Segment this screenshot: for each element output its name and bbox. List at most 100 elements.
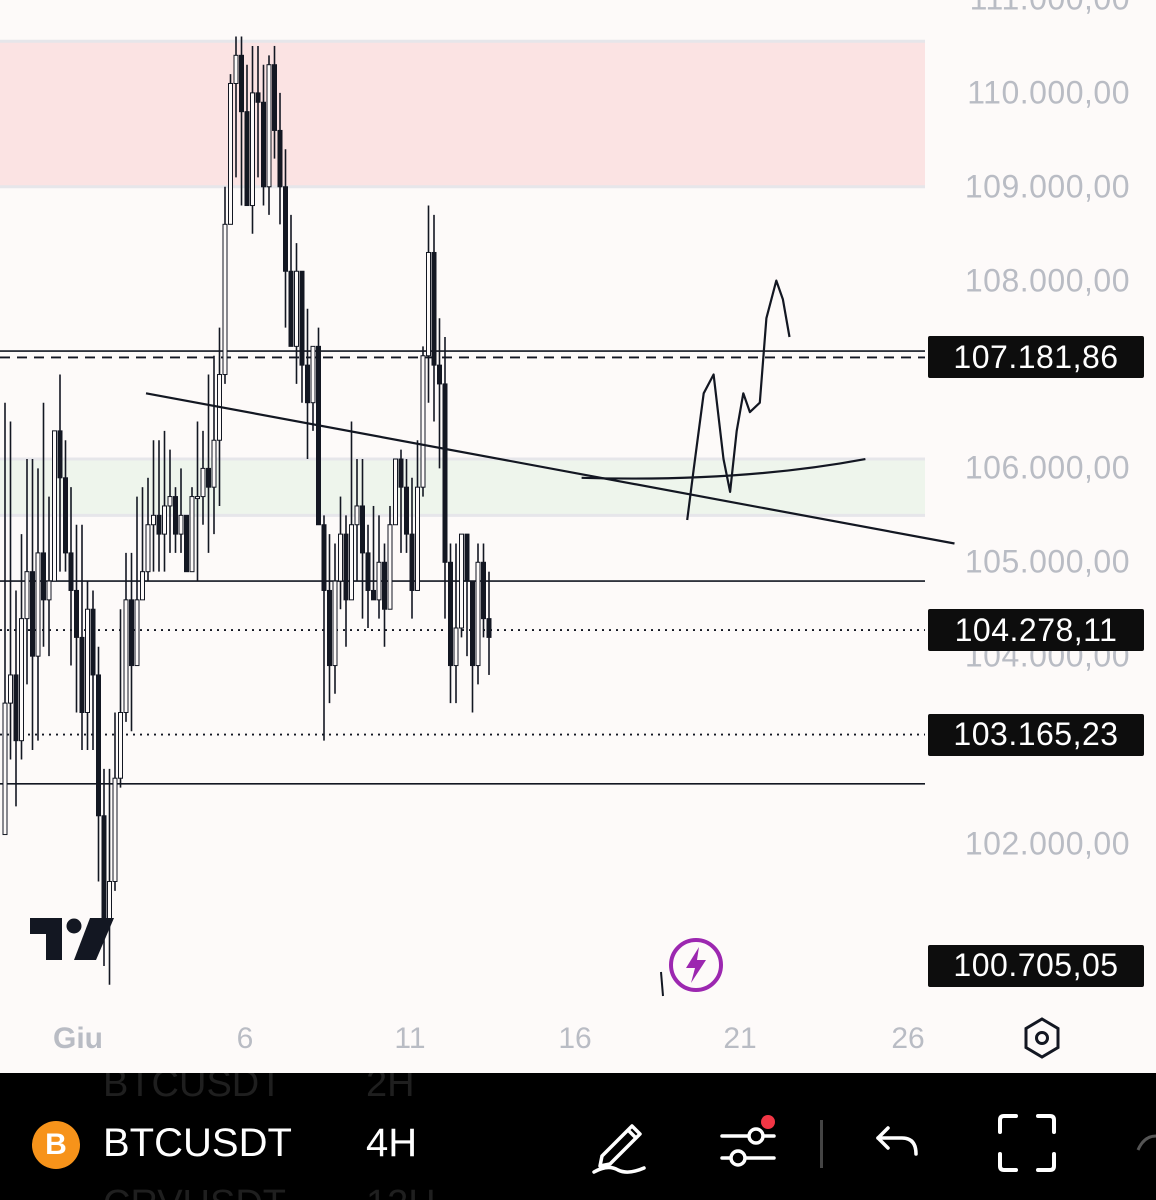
candle <box>118 609 123 788</box>
candle <box>8 421 13 760</box>
candle <box>332 543 338 694</box>
chart-settings-icon[interactable] <box>1020 1016 1064 1060</box>
lightning-bolt-icon[interactable] <box>666 935 726 995</box>
candle-body <box>123 599 129 714</box>
price-tag: 103.165,23 <box>928 713 1144 756</box>
candle-body <box>167 496 173 507</box>
candle <box>459 533 464 638</box>
candle <box>145 477 151 582</box>
candle <box>475 543 481 685</box>
candle-body <box>200 467 206 498</box>
time-axis-label: 21 <box>723 1022 757 1055</box>
candle <box>376 515 382 619</box>
candle-body <box>206 467 211 488</box>
candle-body <box>288 270 294 347</box>
chart-area[interactable]: 111.000,00 110.000,00 109.000,00 108.000,00… <box>0 0 1156 1073</box>
candle-body <box>228 82 233 225</box>
candle <box>431 214 437 422</box>
trendline <box>145 392 955 545</box>
candle <box>360 459 365 619</box>
candle-body <box>162 505 167 535</box>
candle <box>167 449 173 553</box>
price-axis-label: 102.000,00 <box>964 825 1130 862</box>
candle-body <box>239 54 244 113</box>
price-tag: 107.181,86 <box>928 336 1144 379</box>
candle-body <box>19 618 24 742</box>
candle-body <box>382 561 387 610</box>
candle <box>222 186 228 384</box>
symbol-selector[interactable]: BTCUSDT <box>103 1121 292 1165</box>
candle-body <box>371 589 376 601</box>
candle <box>19 534 24 760</box>
ghost-interval-top: 2H <box>366 1073 415 1105</box>
candle <box>398 449 404 553</box>
candle-body <box>349 524 354 601</box>
candle <box>63 440 68 572</box>
candle <box>415 440 420 591</box>
candle-body <box>470 580 475 667</box>
candle <box>321 515 327 741</box>
drawing-pen-icon[interactable] <box>588 1112 652 1176</box>
candle-body <box>277 129 283 188</box>
candle <box>46 496 52 657</box>
candle <box>442 336 448 619</box>
candle <box>481 543 486 638</box>
candle-body <box>211 439 217 488</box>
price-tag: 100.705,05 <box>928 944 1144 987</box>
candle <box>283 149 288 328</box>
undo-icon[interactable] <box>872 1116 924 1168</box>
candle-body <box>8 674 13 704</box>
candle-body <box>90 608 96 676</box>
candle-body <box>250 92 255 207</box>
more-icon[interactable] <box>1134 1130 1156 1170</box>
candle <box>382 543 387 647</box>
candle <box>156 440 162 572</box>
price-axis-label: 105.000,00 <box>964 543 1130 580</box>
candle-body <box>118 712 123 779</box>
candle <box>305 308 310 460</box>
candle-body <box>178 514 184 535</box>
candle <box>195 421 200 582</box>
candle <box>437 318 442 469</box>
hand-drawn-projection <box>686 279 791 521</box>
candle <box>387 505 393 610</box>
candle-body <box>431 251 437 366</box>
interval-selector[interactable]: 4H <box>366 1121 418 1165</box>
candle <box>79 524 85 751</box>
candle-body <box>85 608 90 714</box>
candle-body <box>404 486 409 535</box>
candle <box>470 580 475 713</box>
candle-body <box>96 674 101 817</box>
candle-body <box>321 524 327 591</box>
candle <box>365 524 371 629</box>
candle <box>184 514 189 573</box>
candle-body <box>486 618 492 638</box>
candle <box>200 430 206 525</box>
chart-plot[interactable] <box>0 0 1156 1073</box>
candle <box>448 543 453 704</box>
indicators-sliders-icon[interactable] <box>716 1112 780 1176</box>
candle-body <box>30 571 35 657</box>
candle-body <box>437 364 442 385</box>
candle <box>266 55 272 215</box>
candle-body <box>151 514 156 526</box>
candle-body <box>459 533 464 629</box>
time-axis-label: 11 <box>394 1022 426 1055</box>
candle <box>52 430 57 582</box>
bottom-toolbar: BTCUSDT 2H CRVUSDT 12H <box>0 1073 1156 1200</box>
candle-body <box>310 345 316 404</box>
candle <box>41 402 46 647</box>
candle-body <box>464 533 470 582</box>
bitcoin-icon[interactable]: B <box>32 1121 80 1169</box>
fullscreen-icon[interactable] <box>996 1112 1058 1174</box>
candle-body <box>35 552 41 657</box>
candle-body <box>101 815 107 920</box>
candle <box>35 468 41 741</box>
candle <box>239 36 244 206</box>
candle <box>140 487 145 601</box>
candle-body <box>189 496 195 573</box>
candle-body <box>195 496 200 500</box>
candle-body <box>134 599 140 667</box>
pen-mark <box>660 971 664 997</box>
candle-body <box>415 486 420 591</box>
